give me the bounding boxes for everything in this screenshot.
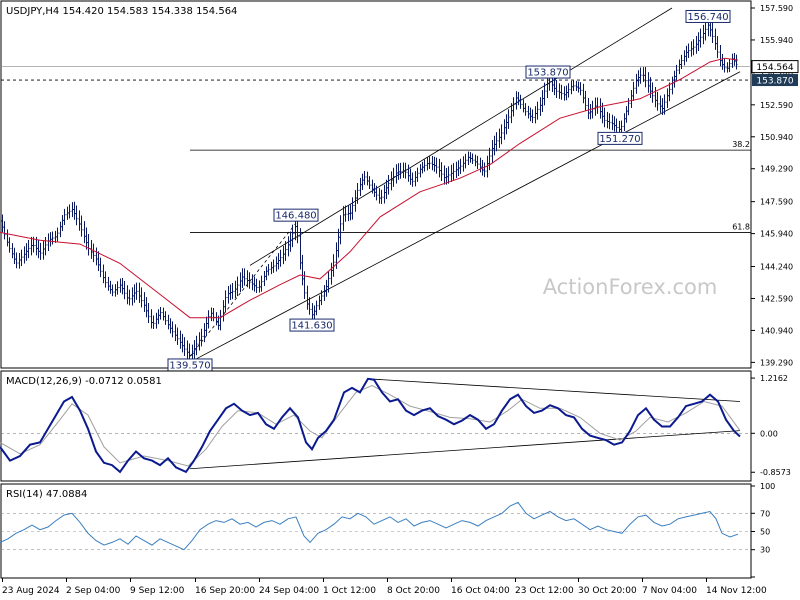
macd-y-tick-label: -0.8573 — [760, 468, 791, 477]
time-tick-label: 23 Oct 12:00 — [515, 586, 574, 596]
macd-y-tick-label: 0.00 — [760, 429, 778, 438]
price-lines — [0, 57, 739, 319]
macd-trendline-lower — [189, 430, 741, 470]
price-y-tick-label: 145.940 — [760, 230, 793, 239]
annotation-label: 141.630 — [291, 321, 332, 332]
moving-average-line — [0, 57, 739, 319]
price-y-axis: 157.590 155.940 154.240 152.590 150.940 149.2… — [751, 4, 799, 367]
projection-line — [189, 222, 297, 357]
annotation-box — [273, 208, 319, 222]
price-y-tick-label: 157.590 — [760, 4, 793, 13]
time-tick-label: 30 Oct 20:00 — [578, 586, 637, 596]
price-y-tick-label: 147.590 — [760, 198, 793, 207]
price-y-tick-label: 155.940 — [760, 36, 793, 45]
time-tick-label: 9 Sep 12:00 — [130, 586, 185, 596]
macd-line — [0, 377, 741, 474]
macd-signal-line — [0, 385, 741, 467]
macd-trendline-upper — [367, 378, 741, 402]
time-tick-label: 24 Sep 04:00 — [259, 586, 319, 596]
macd-panel-frame — [0, 370, 752, 482]
price-y-tick-label: 144.240 — [760, 263, 793, 272]
price-guides: 38.2 61.8 — [1, 7, 751, 363]
time-tick-label: 16 Sep 20:00 — [195, 586, 255, 596]
rsi-plot — [0, 501, 751, 551]
price-y-tick-label: 142.590 — [760, 294, 793, 303]
price-panel-frame — [0, 0, 752, 369]
channel-lower-line — [189, 71, 741, 363]
price-y-tick-label: 139.290 — [760, 358, 793, 367]
price-annotations: 156.740 153.870 151.270 146.480 141.630 139.5… — [167, 9, 731, 372]
rsi-y-axis: 100 70 50 30 — [751, 482, 775, 578]
annotation-box — [289, 318, 335, 332]
current-price-box — [751, 60, 799, 74]
macd-panel: MACD(12,26,9) -0.0712 0.0581 1.2162 0.00 -… — [0, 370, 791, 482]
time-tick-label: 14 Nov 12:00 — [706, 586, 767, 596]
price-y-tick-label: 154.240 — [760, 69, 793, 78]
price-y-tick-label: 150.940 — [760, 133, 793, 142]
reference-level-box — [752, 74, 798, 87]
annotation-box — [685, 9, 731, 23]
annotation-label: 153.870 — [527, 68, 568, 79]
rsi-y-tick-label: 100 — [760, 482, 775, 491]
macd-y-axis: 1.2162 0.00 -0.8573 — [751, 374, 791, 477]
time-tick-label: 23 Aug 2024 — [2, 586, 60, 596]
annotation-box — [525, 65, 571, 79]
fib-level-label: 38.2 — [732, 140, 750, 149]
watermark: ActionForex.com — [543, 275, 718, 299]
rsi-y-tick-label: 50 — [760, 528, 770, 537]
rsi-y-tick-label: 70 — [760, 509, 770, 518]
price-panel: USDJPY,H4 154.420 154.583 154.338 154.56… — [0, 0, 799, 372]
macd-panel-title: MACD(12,26,9) -0.0712 0.0581 — [6, 376, 162, 387]
price-y-tick-label: 149.290 — [760, 165, 793, 174]
macd-plot — [0, 377, 751, 474]
rsi-y-tick-label: 30 — [760, 546, 770, 555]
rsi-panel: RSI(14) 47.0884 100 70 50 30 — [0, 482, 775, 579]
time-tick-label: 2 Sep 04:00 — [66, 586, 121, 596]
price-y-tick-label: 152.590 — [760, 101, 793, 110]
reference-level-label: 153.870 — [756, 77, 793, 87]
annotation-label: 151.270 — [599, 134, 640, 145]
time-tick-label: 8 Oct 20:00 — [387, 586, 440, 596]
channel-upper-line — [249, 7, 673, 266]
current-price-label: 154.564 — [756, 63, 793, 73]
time-tick-label: 16 Oct 04:00 — [451, 586, 510, 596]
rsi-line — [0, 501, 739, 551]
rsi-panel-title: RSI(14) 47.0884 — [6, 489, 87, 500]
price-y-tick-label: 140.940 — [760, 326, 793, 335]
annotation-box — [597, 131, 643, 145]
fib-level-label: 61.8 — [732, 222, 750, 231]
annotation-label: 146.480 — [275, 211, 316, 222]
annotation-label: 156.740 — [687, 12, 728, 23]
time-axis: 23 Aug 2024 2 Sep 04:00 9 Sep 12:00 16 Sep … — [2, 578, 767, 596]
time-tick-label: 1 Oct 12:00 — [323, 586, 376, 596]
annotation-label: 139.570 — [169, 360, 210, 371]
price-panel-title: USDJPY,H4 154.420 154.583 154.338 154.56… — [6, 6, 237, 17]
time-tick-label: 7 Nov 04:00 — [642, 586, 697, 596]
macd-y-tick-label: 1.2162 — [760, 374, 788, 383]
